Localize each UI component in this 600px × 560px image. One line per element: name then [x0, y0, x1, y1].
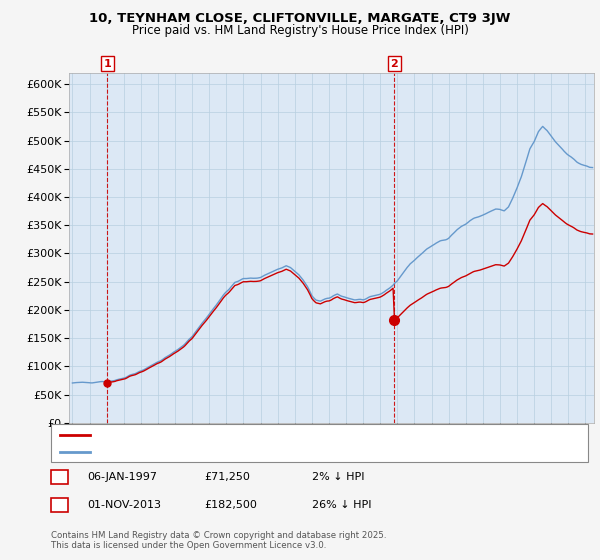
Text: 2: 2: [391, 59, 398, 69]
Text: Price paid vs. HM Land Registry's House Price Index (HPI): Price paid vs. HM Land Registry's House …: [131, 24, 469, 36]
Text: 1: 1: [56, 472, 63, 482]
Text: £182,500: £182,500: [204, 500, 257, 510]
Text: 1: 1: [103, 59, 111, 69]
Text: HPI: Average price, detached house, Thanet: HPI: Average price, detached house, Than…: [96, 447, 315, 458]
Text: 01-NOV-2013: 01-NOV-2013: [87, 500, 161, 510]
Text: 06-JAN-1997: 06-JAN-1997: [87, 472, 157, 482]
Text: 2: 2: [56, 500, 63, 510]
Text: Contains HM Land Registry data © Crown copyright and database right 2025.
This d: Contains HM Land Registry data © Crown c…: [51, 530, 386, 550]
Text: £71,250: £71,250: [204, 472, 250, 482]
Text: 2% ↓ HPI: 2% ↓ HPI: [312, 472, 365, 482]
Text: 26% ↓ HPI: 26% ↓ HPI: [312, 500, 371, 510]
Text: 10, TEYNHAM CLOSE, CLIFTONVILLE, MARGATE, CT9 3JW: 10, TEYNHAM CLOSE, CLIFTONVILLE, MARGATE…: [89, 12, 511, 25]
Text: 10, TEYNHAM CLOSE, CLIFTONVILLE, MARGATE, CT9 3JW (detached house): 10, TEYNHAM CLOSE, CLIFTONVILLE, MARGATE…: [96, 430, 468, 440]
